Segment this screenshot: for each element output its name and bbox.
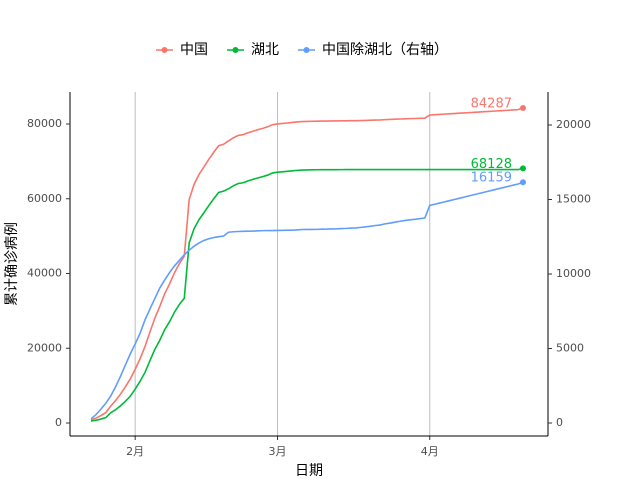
legend-key-point: [161, 47, 168, 53]
y2-tick-label: 15000: [556, 192, 591, 205]
legend-label: 中国: [180, 42, 208, 58]
y-tick-label: 80000: [27, 117, 62, 130]
end-point: [520, 179, 526, 186]
y2-tick-label: 5000: [556, 341, 584, 354]
x-tick-label: 3月: [269, 445, 287, 458]
legend-label: 湖北: [251, 42, 279, 58]
series-line: [90, 167, 524, 422]
data-label: 16159: [471, 171, 512, 186]
legend-label: 中国除湖北（右轴）: [322, 42, 448, 58]
y2-tick-label: 20000: [556, 118, 591, 131]
data-label: 84287: [471, 96, 512, 111]
series-line: [90, 107, 524, 421]
x-tick-label: 2月: [126, 445, 144, 458]
y-tick-label: 60000: [27, 192, 62, 205]
y-axis-title: 累计确诊病例: [4, 222, 20, 306]
y2-tick-label: 0: [556, 416, 563, 429]
legend-key-point: [303, 47, 310, 53]
y-tick-label: 40000: [27, 267, 62, 280]
series-line: [90, 181, 524, 420]
end-point: [520, 165, 526, 172]
data-label: 68128: [471, 157, 512, 172]
legend-key-point: [232, 47, 239, 53]
end-point: [520, 104, 526, 111]
x-axis-title: 日期: [295, 463, 323, 479]
y2-tick-label: 10000: [556, 267, 591, 280]
y-tick-label: 0: [55, 416, 62, 429]
x-tick-label: 4月: [421, 445, 439, 458]
y-tick-label: 20000: [27, 341, 62, 354]
